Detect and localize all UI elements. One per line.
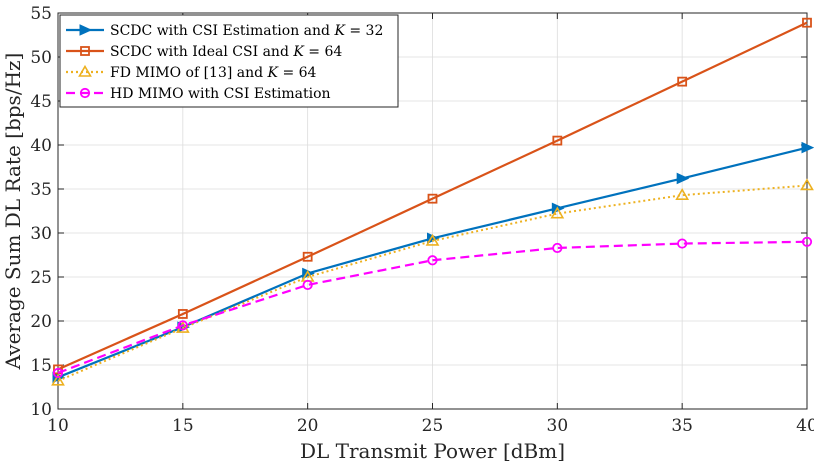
data-point [802, 17, 812, 28]
data-point [302, 251, 313, 262]
data-point [676, 172, 690, 185]
series-group [51, 17, 814, 386]
x-tick-label: 10 [47, 416, 69, 436]
y-tick-label: 30 [30, 224, 52, 244]
legend-label-var: K [333, 23, 346, 39]
legend-label-prefix: FD MIMO of [13] and [110, 65, 268, 81]
legend-label-prefix: SCDC with Ideal CSI and [110, 44, 293, 60]
axes: 10 15 20 25 30 35 40 10 15 20 25 30 35 40 45 50 55 [30, 4, 814, 436]
x-tick-label: 15 [172, 416, 194, 436]
data-point [427, 255, 438, 266]
data-point [302, 279, 313, 291]
y-tick-label: 45 [30, 92, 52, 112]
legend: SCDC with CSI Estimation and K = 32SCDC … [59, 14, 399, 108]
legend-label: SCDC with CSI Estimation and K = 32 [110, 23, 383, 39]
legend-entry-4: HD MIMO with CSI Estimation [66, 86, 331, 102]
data-point [800, 178, 814, 191]
legend-box [59, 14, 399, 108]
legend-marker [78, 64, 92, 77]
y-tick-label: 25 [30, 268, 52, 288]
y-tick-label: 40 [30, 136, 52, 156]
data-point [177, 309, 188, 319]
x-tick-label: 30 [547, 416, 569, 436]
data-point [177, 320, 188, 331]
series-4 [52, 236, 813, 379]
data-point [425, 233, 440, 246]
data-point [675, 188, 690, 200]
data-point [677, 76, 688, 87]
legend-label-suffix: = 32 [345, 23, 383, 39]
data-point [677, 238, 688, 249]
series-line [57, 184, 808, 382]
legend-label-prefix: HD MIMO with CSI Estimation [110, 86, 331, 102]
y-tick-label: 50 [30, 48, 52, 68]
x-axis-title: DL Transmit Power [dBm] [300, 439, 565, 463]
legend-label-var: K [292, 44, 305, 60]
legend-label-suffix: = 64 [278, 65, 317, 81]
legend-marker [79, 87, 91, 99]
data-point [801, 141, 814, 154]
legend-entry-3: FD MIMO of [13] and K = 64 [66, 64, 317, 81]
data-point [52, 367, 64, 379]
y-tick-label: 20 [30, 312, 52, 332]
y-axis-title: Average Sum DL Rate [bps/Hz] [1, 53, 25, 371]
y-tick-label: 35 [30, 180, 52, 200]
x-tick-label: 20 [297, 416, 319, 436]
axes-frame [57, 12, 808, 410]
legend-label: HD MIMO with CSI Estimation [110, 86, 331, 102]
y-tick-label: 55 [30, 4, 52, 24]
legend-label-prefix: SCDC with CSI Estimation and [110, 23, 334, 39]
data-point [801, 236, 813, 247]
x-tick-label: 40 [796, 416, 814, 436]
y-tick-label: 15 [30, 356, 52, 376]
y-tick-label: 10 [30, 400, 52, 420]
legend-label-suffix: = 64 [304, 44, 343, 60]
legend-label-var: K [267, 65, 280, 81]
data-point [427, 193, 438, 204]
series-line [57, 240, 808, 374]
data-point [552, 242, 563, 254]
legend-entry-1: SCDC with CSI Estimation and K = 32 [66, 23, 383, 39]
series-line [57, 21, 808, 371]
legend-marker [79, 24, 93, 36]
x-tick-label: 35 [671, 416, 693, 436]
legend-label: FD MIMO of [13] and K = 64 [110, 65, 317, 81]
x-tick-label: 25 [422, 416, 444, 436]
data-point [53, 364, 63, 375]
legend-label: SCDC with Ideal CSI and K = 64 [110, 44, 342, 60]
legend-entry-2: SCDC with Ideal CSI and K = 64 [66, 44, 342, 60]
legend-marker [80, 46, 90, 56]
data-point [552, 135, 563, 146]
series-2 [53, 17, 812, 375]
data-point [550, 206, 565, 219]
data-point [51, 373, 65, 386]
